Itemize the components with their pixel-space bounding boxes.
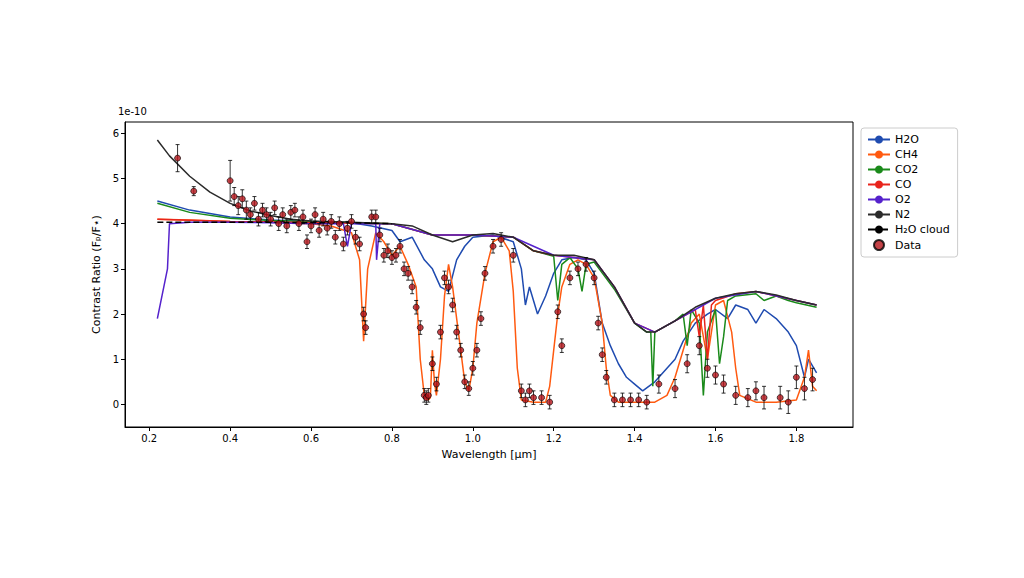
- svg-text:N2: N2: [895, 208, 910, 221]
- svg-text:Data: Data: [895, 239, 921, 252]
- svg-text:Wavelength [μm]: Wavelength [μm]: [441, 448, 536, 461]
- svg-text:0.4: 0.4: [222, 433, 238, 444]
- svg-text:6: 6: [113, 128, 119, 139]
- svg-text:CO: CO: [895, 178, 912, 191]
- svg-text:0.2: 0.2: [141, 433, 157, 444]
- svg-text:Contrast Ratio (Fₚ/F⋆): Contrast Ratio (Fₚ/F⋆): [90, 215, 103, 334]
- svg-text:CH4: CH4: [895, 148, 918, 161]
- svg-text:CO2: CO2: [895, 163, 918, 176]
- svg-text:1e-10: 1e-10: [118, 106, 147, 117]
- svg-text:3: 3: [113, 263, 119, 274]
- svg-text:H2O: H2O: [895, 133, 919, 146]
- svg-text:O2: O2: [895, 193, 911, 206]
- svg-text:5: 5: [113, 173, 119, 184]
- svg-text:1: 1: [113, 354, 119, 365]
- svg-text:1.8: 1.8: [788, 433, 804, 444]
- svg-text:1.2: 1.2: [546, 433, 562, 444]
- svg-text:4: 4: [113, 218, 119, 229]
- svg-text:1.4: 1.4: [627, 433, 643, 444]
- svg-text:1.6: 1.6: [708, 433, 724, 444]
- svg-text:2: 2: [113, 309, 119, 320]
- svg-text:0.6: 0.6: [303, 433, 319, 444]
- svg-text:1.0: 1.0: [465, 433, 481, 444]
- svg-text:0: 0: [113, 399, 119, 410]
- svg-text:H₂O cloud: H₂O cloud: [895, 223, 950, 236]
- svg-text:0.8: 0.8: [384, 433, 400, 444]
